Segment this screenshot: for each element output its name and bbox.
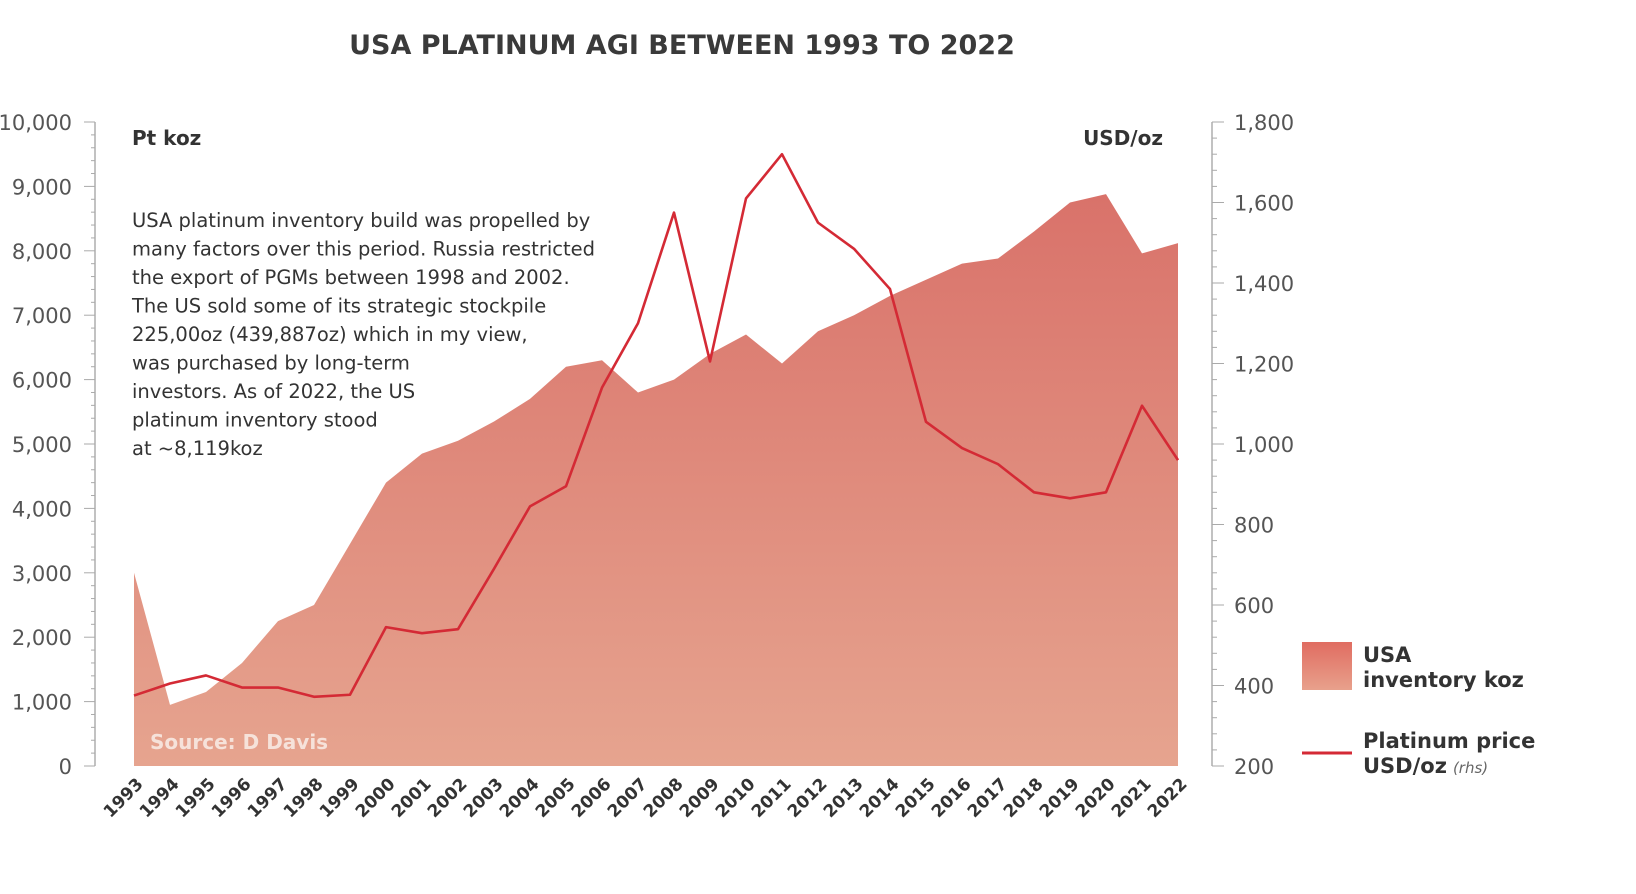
annotation-line: the export of PGMs between 1998 and 2002… (132, 266, 570, 289)
x-tick-label: 2002 (424, 774, 472, 822)
left-tick-label: 8,000 (12, 240, 72, 264)
x-tick-label: 2011 (748, 774, 796, 822)
x-tick-label: 1995 (172, 774, 220, 822)
inventory-area (134, 194, 1178, 767)
x-tick-label: 2006 (568, 774, 616, 822)
x-tick-label: 2001 (388, 774, 436, 822)
legend-price-line1: Platinum price (1363, 729, 1535, 753)
x-tick-label: 2020 (1072, 774, 1120, 822)
left-tick-label: 10,000 (0, 111, 72, 135)
legend-area-swatch (1302, 642, 1352, 690)
x-tick-label: 2012 (784, 774, 832, 822)
right-tick-label: 1,000 (1234, 433, 1294, 457)
x-tick-label: 2005 (532, 774, 580, 822)
x-tick-label: 1997 (244, 774, 292, 822)
right-tick-label: 1,400 (1234, 272, 1294, 296)
right-tick-label: 600 (1234, 594, 1274, 618)
left-tick-label: 4,000 (12, 497, 72, 521)
x-tick-label: 1994 (136, 774, 184, 822)
annotation-line: many factors over this period. Russia re… (132, 238, 595, 261)
left-tick-label: 9,000 (12, 175, 72, 199)
chart-title: USA PLATINUM AGI BETWEEN 1993 TO 2022 (349, 30, 1015, 61)
legend: USA inventory koz Platinum price USD/oz (… (1302, 642, 1535, 778)
x-tick-label: 1999 (316, 774, 364, 822)
x-tick-label: 2004 (496, 774, 544, 822)
left-tick-label: 1,000 (12, 691, 72, 715)
annotation-line: investors. As of 2022, the US (132, 380, 415, 403)
left-tick-label: 6,000 (12, 369, 72, 393)
left-tick-label: 5,000 (12, 433, 72, 457)
x-tick-label: 2016 (928, 774, 976, 822)
legend-price-suffix: (rhs) (1453, 759, 1488, 777)
x-tick-label: 2021 (1108, 774, 1156, 822)
price-line (133, 152, 1180, 699)
x-tick-label: 2022 (1144, 774, 1192, 822)
right-tick-label: 200 (1234, 755, 1274, 779)
right-tick-label: 1,600 (1234, 192, 1294, 216)
legend-inventory-line1: USA (1363, 643, 1412, 667)
legend-price-line2: USD/oz (rhs) (1363, 754, 1488, 778)
x-tick-label: 2019 (1036, 774, 1084, 822)
annotation-line: platinum inventory stood (132, 409, 378, 432)
x-tick-label: 2015 (892, 774, 940, 822)
annotation-text: USA platinum inventory build was propell… (131, 209, 595, 460)
x-tick-label: 2003 (460, 774, 508, 822)
x-tick-label: 2008 (640, 774, 688, 822)
x-tick-label: 2000 (352, 774, 400, 822)
right-axis-unit: USD/oz (1083, 126, 1163, 150)
source-label: Source: D Davis (150, 730, 328, 754)
right-tick-label: 400 (1234, 675, 1274, 699)
right-axis-ticks: 200 400 600 800 1,000 1,200 1,400 1,600 1,800 (1212, 111, 1294, 779)
x-tick-label: 2009 (676, 774, 724, 822)
left-tick-label: 0 (59, 755, 72, 779)
annotation-line: at ~8,119koz (132, 437, 263, 460)
x-tick-label: 2007 (604, 774, 652, 822)
annotation-line: The US sold some of its strategic stockp… (131, 295, 546, 318)
right-tick-label: 800 (1234, 514, 1274, 538)
x-tick-label: 1996 (208, 774, 256, 822)
x-tick-label: 2013 (820, 774, 868, 822)
x-axis-ticks: 1993199419951996199719981999200020012002… (100, 774, 1192, 822)
annotation-line: USA platinum inventory build was propell… (132, 209, 590, 232)
x-tick-label: 2017 (964, 774, 1012, 822)
legend-inventory-line2: inventory koz (1363, 668, 1524, 692)
right-tick-label: 1,200 (1234, 353, 1294, 377)
x-tick-label: 2014 (856, 774, 904, 822)
area-layer (134, 194, 1178, 767)
right-tick-label: 1,800 (1234, 111, 1294, 135)
left-tick-label: 7,000 (12, 304, 72, 328)
left-tick-label: 3,000 (12, 562, 72, 586)
annotation-line: was purchased by long-term (132, 352, 410, 375)
annotation-line: 225,00oz (439,887oz) which in my view, (132, 323, 528, 346)
x-tick-label: 1993 (100, 774, 148, 822)
x-tick-label: 2010 (712, 774, 760, 822)
x-tick-label: 1998 (280, 774, 328, 822)
line-layer (133, 152, 1180, 699)
left-axis-ticks: 0 1,000 2,000 3,000 4,000 5,000 6,000 7,000 8,00… (0, 111, 95, 779)
left-axis-unit: Pt koz (132, 126, 201, 150)
left-tick-label: 2,000 (12, 626, 72, 650)
legend-price-unit: USD/oz (1363, 754, 1447, 778)
x-tick-label: 2018 (1000, 774, 1048, 822)
